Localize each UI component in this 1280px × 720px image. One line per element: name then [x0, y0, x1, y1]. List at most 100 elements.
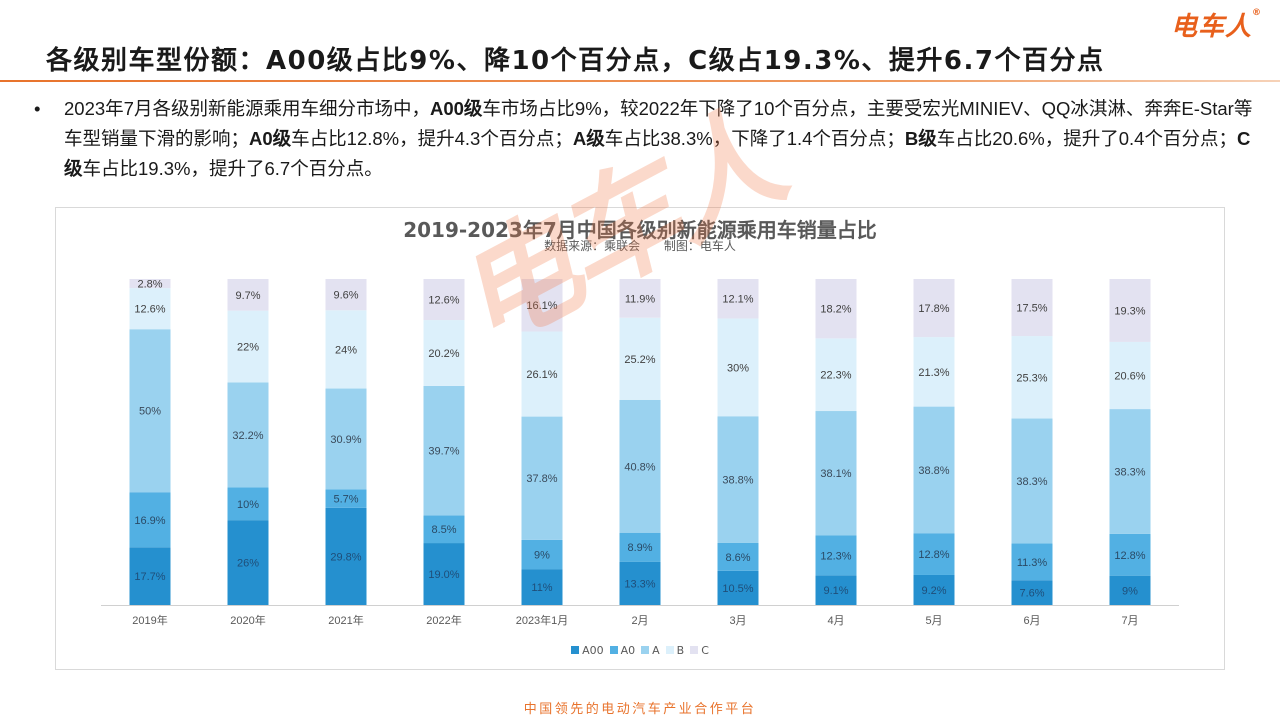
data-label: 50%	[139, 406, 161, 418]
data-label: 2.8%	[137, 279, 162, 291]
x-tick-label: 2022年	[426, 613, 461, 627]
bold-segment: C级	[64, 128, 1251, 179]
bar-segment-b-3	[423, 320, 465, 386]
data-label: 37.8%	[526, 473, 557, 485]
data-label: 9%	[1122, 585, 1138, 597]
data-label: 26.1%	[526, 369, 557, 381]
summary-bullet: • 2023年7月各级别新能源乘用车细分市场中，A00级车市场占比9%，较202…	[34, 94, 1254, 184]
data-label: 11.9%	[625, 293, 656, 305]
legend-label: A0	[620, 644, 636, 657]
bar-segment-b-4	[521, 331, 563, 417]
data-label: 21.3%	[918, 367, 949, 379]
x-tick-label: 2023年1月	[516, 613, 569, 627]
x-tick-label: 2020年	[230, 613, 265, 627]
data-label: 12.6%	[134, 304, 165, 316]
data-label: 9.2%	[921, 585, 946, 597]
data-label: 40.8%	[624, 461, 655, 473]
bar-segment-b-9	[1011, 336, 1053, 419]
bar-segment-b-7	[815, 338, 857, 412]
bold-segment: A0级	[249, 128, 292, 149]
bar-segment-a0-2	[325, 489, 367, 508]
data-label: 30.9%	[330, 434, 361, 446]
bar-segment-a00-9	[1011, 580, 1053, 605]
bar-segment-a0-6	[717, 542, 759, 571]
data-label: 12.3%	[820, 550, 851, 562]
bar-segment-a0-9	[1011, 543, 1053, 581]
data-label: 38.8%	[918, 465, 949, 477]
bar-segment-a00-2	[325, 507, 367, 605]
bar-segment-b-1	[227, 310, 269, 383]
legend-swatch-icon	[641, 646, 650, 654]
legend-swatch-icon	[609, 646, 618, 654]
data-label: 22.3%	[820, 370, 851, 382]
data-label: 12.6%	[428, 295, 459, 307]
x-tick-label: 7月	[1121, 615, 1138, 627]
data-label: 9.6%	[333, 290, 358, 302]
data-label: 38.1%	[820, 468, 851, 480]
data-label: 17.8%	[918, 303, 949, 315]
data-label: 16.1%	[526, 300, 557, 312]
bar-segment-a-3	[423, 385, 465, 516]
bar-segment-c-4	[521, 279, 563, 332]
x-tick-label: 5月	[925, 615, 942, 627]
bar-segment-a00-8	[913, 574, 955, 605]
bar-segment-c-10	[1109, 279, 1151, 342]
data-label: 12.8%	[918, 549, 949, 561]
bar-segment-c-3	[423, 279, 465, 321]
bar-segment-a-0	[129, 329, 171, 493]
x-tick-label: 2019年	[132, 613, 167, 627]
data-label: 18.2%	[820, 304, 851, 316]
legend-swatch-icon	[571, 646, 580, 654]
legend-item-a0: A0	[609, 644, 636, 657]
bar-segment-a0-10	[1109, 533, 1151, 576]
title-divider	[0, 80, 1280, 82]
data-label: 32.2%	[232, 430, 263, 442]
bar-segment-a00-5	[619, 561, 661, 605]
bar-segment-a0-5	[619, 532, 661, 562]
data-label: 10%	[237, 499, 259, 511]
legend-swatch-icon	[665, 646, 674, 654]
text-segment: 车市场占比9%，较2022年下降了10个百分点，主要受宏光MINIEV、QQ冰淇…	[64, 98, 1253, 149]
bold-segment: A00级	[429, 98, 483, 119]
bar-segment-a-9	[1011, 418, 1053, 544]
data-label: 17.5%	[1016, 303, 1047, 315]
bar-segment-a00-10	[1109, 575, 1151, 605]
legend-label: C	[701, 644, 709, 657]
data-label: 39.7%	[428, 446, 459, 458]
bar-segment-a00-0	[129, 547, 171, 605]
data-label: 16.9%	[134, 515, 165, 527]
bar-segment-c-6	[717, 279, 759, 319]
bar-segment-a0-3	[423, 515, 465, 544]
data-label: 11%	[531, 582, 552, 594]
bar-segment-c-9	[1011, 279, 1053, 337]
bold-segment: B级	[904, 128, 937, 149]
data-label: 19.3%	[1114, 305, 1145, 317]
legend-item-a00: A00	[571, 644, 604, 657]
data-label: 17.7%	[134, 571, 165, 583]
page-title: 各级别车型份额：A00级占比9%、降10个百分点，C级占19.3%、提升6.7个…	[46, 46, 1105, 76]
data-label: 12.1%	[722, 294, 753, 306]
data-label: 9.1%	[823, 585, 848, 597]
chart-subtitle: 数据来源：乘联会 制图：电车人	[56, 237, 1224, 254]
data-label: 19.0%	[428, 569, 459, 581]
data-label: 20.6%	[1114, 370, 1145, 382]
data-label: 29.8%	[330, 551, 361, 563]
data-label: 25.2%	[624, 354, 655, 366]
x-tick-label: 2月	[631, 615, 648, 627]
footer-slogan: 中国领先的电动汽车产业合作平台	[523, 702, 757, 717]
data-label: 11.3%	[1017, 557, 1048, 569]
bar-segment-a-8	[913, 406, 955, 534]
text-segment: 车占比20.6%，提升了0.4个百分点；	[936, 128, 1237, 149]
data-label: 22%	[237, 342, 259, 354]
bar-segment-a00-7	[815, 575, 857, 605]
data-label: 10.5%	[722, 583, 753, 595]
bar-segment-a00-1	[227, 520, 269, 605]
stacked-bar-chart: 17.7% 16.9% 50% 12.6% 2.8% 2019年 26% 10% 32.2% 22…	[101, 279, 1179, 627]
chart-author: 制图：电车人	[663, 239, 736, 253]
x-tick-label: 4月	[827, 615, 844, 627]
legend-item-c: C	[690, 644, 709, 657]
data-label: 12.8%	[1114, 550, 1145, 562]
data-label: 8.6%	[725, 552, 750, 564]
bar-segment-a0-4	[521, 539, 563, 570]
data-label: 26%	[237, 558, 259, 570]
